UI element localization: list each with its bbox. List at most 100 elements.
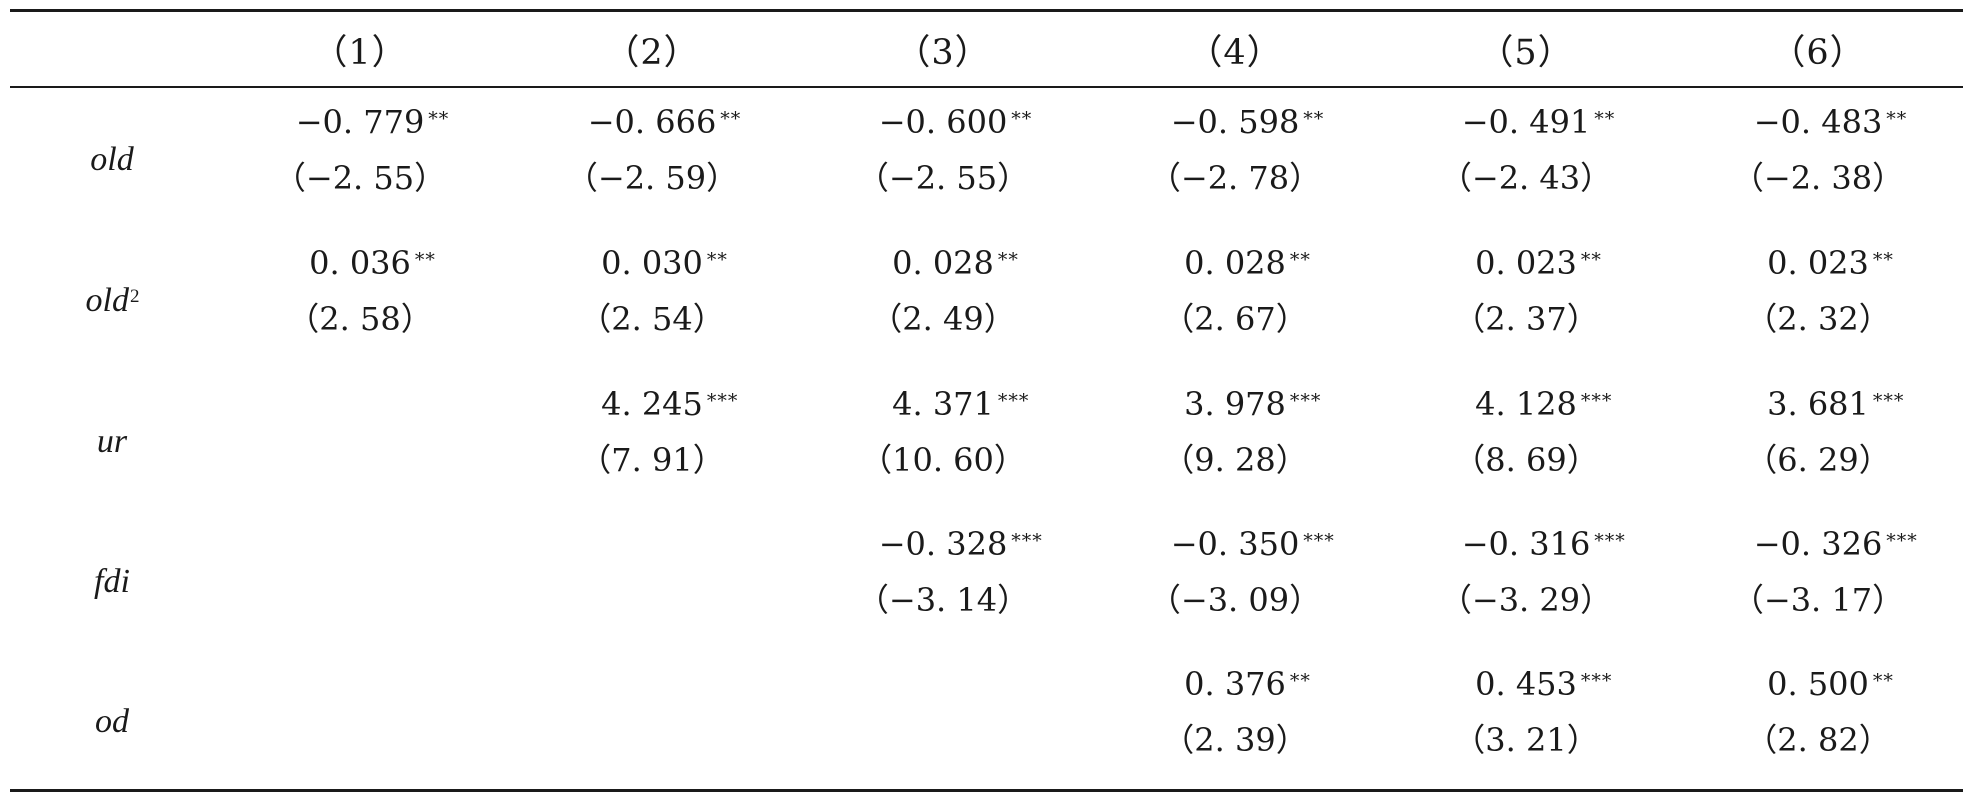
table-cell: −0. 600 ** （−2. 55）: [798, 90, 1088, 230]
coefficient: 4. 128 ***: [1381, 382, 1671, 426]
table-cell: 4. 128 *** （8. 69）: [1381, 372, 1671, 512]
significance-stars: ***: [1303, 530, 1335, 552]
table-row: old −0. 779 ** （−2. 55） −0. 666 ** （−2. 59…: [10, 90, 1963, 230]
table-row: fdi −0. 328 *** （−3. 14） −0. 350 *** （−3. …: [10, 512, 1963, 652]
table-cell: −0. 328 *** （−3. 14）: [798, 512, 1088, 652]
coefficient: 0. 028 **: [798, 241, 1088, 285]
coefficient: 0. 036 **: [215, 241, 505, 285]
table-cell: −0. 350 *** （−3. 09）: [1090, 512, 1380, 652]
coefficient: 0. 453 ***: [1381, 662, 1671, 706]
significance-stars: **: [1594, 108, 1616, 130]
column-header-6: （6）: [1770, 32, 1866, 73]
table-cell: 0. 028 ** （2. 49）: [798, 231, 1088, 371]
table-cell: 0. 500 ** （2. 82）: [1673, 652, 1963, 792]
table-cell: [215, 512, 505, 652]
table-bottom-rule: [10, 789, 1963, 792]
column-header-4: （4）: [1187, 32, 1283, 73]
significance-stars: ***: [1872, 390, 1905, 412]
table-row: old 2 0. 036 ** （2. 58） 0. 030 ** （2. 54） 0…: [10, 231, 1963, 371]
significance-stars: **: [1289, 249, 1311, 271]
table-cell: 0. 030 ** （2. 54）: [507, 231, 797, 371]
significance-stars: **: [1580, 249, 1602, 271]
coefficient: 4. 371 ***: [798, 382, 1088, 426]
table-cell: 0. 376 ** （2. 39）: [1090, 652, 1380, 792]
t-statistic: （−3. 09）: [1148, 581, 1322, 619]
table-cell: 0. 453 *** （3. 21）: [1381, 652, 1671, 792]
significance-stars: ***: [1580, 390, 1613, 412]
table-header-rule: [10, 86, 1963, 88]
t-statistic: （−3. 17）: [1731, 581, 1905, 619]
table-cell: 4. 245 *** （7. 91）: [507, 372, 797, 512]
coefficient: 0. 376 **: [1090, 662, 1380, 706]
coefficient: −0. 350 ***: [1090, 522, 1380, 566]
significance-stars: **: [414, 249, 436, 271]
t-statistic: （−3. 29）: [1439, 581, 1613, 619]
row-label: ur: [96, 423, 128, 460]
coefficient: −0. 316 ***: [1381, 522, 1671, 566]
t-statistic: （2. 82）: [1745, 721, 1891, 759]
table-cell: 4. 371 *** （10. 60）: [798, 372, 1088, 512]
row-label: old 2: [85, 282, 140, 319]
t-statistic: （2. 49）: [870, 300, 1016, 338]
table-cell: −0. 326 *** （−3. 17）: [1673, 512, 1963, 652]
table-cell: 3. 978 *** （9. 28）: [1090, 372, 1380, 512]
table-cell: −0. 598 ** （−2. 78）: [1090, 90, 1380, 230]
t-statistic: （−2. 78）: [1148, 159, 1322, 197]
significance-stars: **: [706, 249, 728, 271]
table-cell: 0. 028 ** （2. 67）: [1090, 231, 1380, 371]
table-cell: 3. 681 *** （6. 29）: [1673, 372, 1963, 512]
significance-stars: ***: [1011, 530, 1043, 552]
t-statistic: （8. 69）: [1453, 441, 1599, 479]
significance-stars: **: [428, 108, 450, 130]
t-statistic: （2. 37）: [1453, 300, 1599, 338]
t-statistic: （−3. 14）: [856, 581, 1030, 619]
t-statistic: （−2. 55）: [273, 159, 447, 197]
t-statistic: （2. 58）: [287, 300, 433, 338]
coefficient: 3. 681 ***: [1673, 382, 1963, 426]
t-statistic: （−2. 59）: [565, 159, 739, 197]
table-top-rule: [10, 9, 1963, 12]
table-cell: [215, 372, 505, 512]
row-label: fdi: [94, 563, 130, 600]
table-cell: [507, 512, 797, 652]
significance-stars: ***: [997, 390, 1030, 412]
column-header-5: （5）: [1478, 32, 1574, 73]
table-header-row: （1） （2） （3） （4） （5） （6）: [10, 12, 1963, 86]
significance-stars: ***: [1886, 530, 1918, 552]
table-cell: −0. 666 ** （−2. 59）: [507, 90, 797, 230]
row-label: old: [90, 141, 134, 178]
significance-stars: ***: [1580, 670, 1613, 692]
coefficient: −0. 600 **: [798, 100, 1088, 144]
significance-stars: **: [1289, 670, 1311, 692]
column-header-1: （1）: [312, 32, 408, 73]
table-cell: 0. 023 ** （2. 32）: [1673, 231, 1963, 371]
coefficient: 0. 023 **: [1673, 241, 1963, 285]
t-statistic: （−2. 55）: [856, 159, 1030, 197]
column-header-3: （3）: [895, 32, 991, 73]
t-statistic: （2. 67）: [1162, 300, 1308, 338]
t-statistic: （9. 28）: [1162, 441, 1308, 479]
significance-stars: **: [720, 108, 742, 130]
t-statistic: （2. 54）: [579, 300, 725, 338]
t-statistic: （2. 32）: [1745, 300, 1891, 338]
coefficient: −0. 491 **: [1381, 100, 1671, 144]
row-label: od: [95, 703, 129, 740]
coefficient: 0. 028 **: [1090, 241, 1380, 285]
coefficient: 0. 500 **: [1673, 662, 1963, 706]
coefficient: −0. 779 **: [215, 100, 505, 144]
t-statistic: （6. 29）: [1745, 441, 1891, 479]
significance-stars: **: [1303, 108, 1325, 130]
significance-stars: ***: [706, 390, 739, 412]
significance-stars: **: [997, 249, 1019, 271]
significance-stars: **: [1886, 108, 1908, 130]
table-cell: [507, 652, 797, 792]
t-statistic: （−2. 38）: [1731, 159, 1905, 197]
t-statistic: （10. 60）: [860, 441, 1026, 479]
t-statistic: （3. 21）: [1453, 721, 1599, 759]
coefficient: 3. 978 ***: [1090, 382, 1380, 426]
table-row: od 0. 376 ** （2. 39） 0. 453 *** （3. 21） 0.…: [10, 652, 1963, 792]
t-statistic: （7. 91）: [579, 441, 725, 479]
coefficient: −0. 666 **: [507, 100, 797, 144]
coefficient: −0. 328 ***: [798, 522, 1088, 566]
significance-stars: ***: [1289, 390, 1322, 412]
